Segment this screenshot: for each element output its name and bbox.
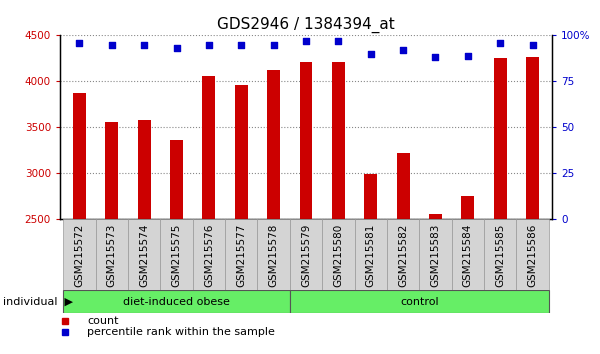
Text: GSM215573: GSM215573 <box>107 223 117 287</box>
Bar <box>355 219 387 290</box>
Text: individual  ▶: individual ▶ <box>3 297 73 307</box>
Point <box>398 47 408 53</box>
Point <box>528 42 538 47</box>
Point <box>172 45 181 51</box>
Point <box>301 38 311 44</box>
Point <box>139 42 149 47</box>
Bar <box>322 219 355 290</box>
Point <box>496 40 505 46</box>
Bar <box>225 219 257 290</box>
Bar <box>63 219 95 290</box>
Bar <box>137 120 151 219</box>
Bar <box>170 140 183 219</box>
Text: GSM215582: GSM215582 <box>398 223 408 287</box>
Point <box>236 42 246 47</box>
Bar <box>267 70 280 219</box>
Text: GSM215585: GSM215585 <box>495 223 505 287</box>
Point <box>431 55 440 60</box>
Bar <box>290 290 549 313</box>
Point <box>334 38 343 44</box>
Bar <box>419 219 452 290</box>
Point <box>463 53 473 58</box>
Bar <box>193 219 225 290</box>
Text: GSM215584: GSM215584 <box>463 223 473 287</box>
Text: GSM215580: GSM215580 <box>334 223 343 286</box>
Text: GSM215579: GSM215579 <box>301 223 311 287</box>
Bar <box>128 219 160 290</box>
Bar <box>526 57 539 219</box>
Bar <box>332 62 345 219</box>
Bar <box>290 219 322 290</box>
Bar <box>63 290 290 313</box>
Bar <box>494 58 506 219</box>
Text: GSM215574: GSM215574 <box>139 223 149 287</box>
Text: GSM215586: GSM215586 <box>527 223 538 287</box>
Bar <box>387 219 419 290</box>
Text: GSM215581: GSM215581 <box>366 223 376 287</box>
Bar <box>299 62 313 219</box>
Bar <box>73 93 86 219</box>
Text: GSM215578: GSM215578 <box>269 223 278 287</box>
Text: GSM215575: GSM215575 <box>172 223 182 287</box>
Text: control: control <box>400 297 439 307</box>
Point <box>74 40 84 46</box>
Text: percentile rank within the sample: percentile rank within the sample <box>87 327 275 337</box>
Text: GSM215577: GSM215577 <box>236 223 246 287</box>
Bar <box>106 122 118 219</box>
Bar <box>95 219 128 290</box>
Bar <box>517 219 549 290</box>
Point <box>107 42 116 47</box>
Bar <box>235 85 248 219</box>
Text: GSM215583: GSM215583 <box>430 223 440 287</box>
Bar <box>484 219 517 290</box>
Point <box>366 51 376 57</box>
Text: diet-induced obese: diet-induced obese <box>123 297 230 307</box>
Bar <box>397 153 410 219</box>
Text: count: count <box>87 316 119 326</box>
Bar <box>461 196 475 219</box>
Bar <box>160 219 193 290</box>
Bar <box>257 219 290 290</box>
Bar <box>429 214 442 219</box>
Bar <box>452 219 484 290</box>
Title: GDS2946 / 1384394_at: GDS2946 / 1384394_at <box>217 16 395 33</box>
Bar <box>202 76 215 219</box>
Bar <box>364 175 377 219</box>
Point <box>204 42 214 47</box>
Text: GSM215576: GSM215576 <box>204 223 214 287</box>
Point <box>269 42 278 47</box>
Text: GSM215572: GSM215572 <box>74 223 85 287</box>
